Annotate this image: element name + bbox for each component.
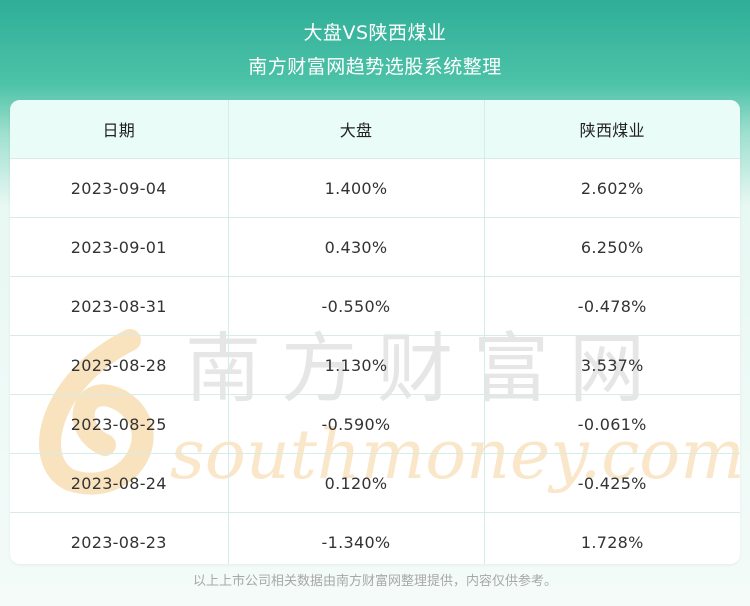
page-subtitle: 南方财富网趋势选股系统整理 bbox=[248, 56, 502, 78]
column-header-date: 日期 bbox=[10, 100, 229, 159]
table-row: 2023-08-24 0.120% -0.425% bbox=[10, 453, 740, 513]
cell-stock-change: 3.537% bbox=[484, 335, 740, 395]
column-header-stock: 陕西煤业 bbox=[484, 100, 740, 159]
cell-stock-change: -0.425% bbox=[484, 453, 740, 513]
disclaimer-footer: 以上上市公司相关数据由南方财富网整理提供，内容仅供参考。 bbox=[192, 574, 557, 589]
cell-market-change: -1.340% bbox=[228, 512, 485, 564]
cell-date: 2023-09-04 bbox=[10, 158, 229, 218]
cell-stock-change: 2.602% bbox=[484, 158, 740, 218]
table-row: 2023-08-31 -0.550% -0.478% bbox=[10, 276, 740, 336]
table-header-row: 日期 大盘 陕西煤业 bbox=[10, 100, 740, 159]
cell-market-change: 1.400% bbox=[228, 158, 485, 218]
table-row: 2023-08-25 -0.590% -0.061% bbox=[10, 394, 740, 454]
cell-stock-change: 6.250% bbox=[484, 217, 740, 277]
cell-date: 2023-08-24 bbox=[10, 453, 229, 513]
page-title: 大盘VS陕西煤业 bbox=[303, 22, 447, 44]
cell-date: 2023-08-25 bbox=[10, 394, 229, 454]
cell-date: 2023-09-01 bbox=[10, 217, 229, 277]
cell-market-change: -0.550% bbox=[228, 276, 485, 336]
cell-stock-change: -0.478% bbox=[484, 276, 740, 336]
page-header: 大盘VS陕西煤业 南方财富网趋势选股系统整理 bbox=[0, 0, 750, 100]
table-row: 2023-08-23 -1.340% 1.728% bbox=[10, 512, 740, 564]
cell-market-change: -0.590% bbox=[228, 394, 485, 454]
cell-date: 2023-08-23 bbox=[10, 512, 229, 564]
cell-date: 2023-08-31 bbox=[10, 276, 229, 336]
comparison-table-card: 南方财富网 southmoney.com 日期 大盘 陕西煤业 2023-09-… bbox=[10, 100, 740, 564]
table-row: 2023-09-01 0.430% 6.250% bbox=[10, 217, 740, 277]
comparison-table: 日期 大盘 陕西煤业 2023-09-04 1.400% 2.602% 2023… bbox=[10, 100, 740, 564]
table-row: 2023-08-28 1.130% 3.537% bbox=[10, 335, 740, 395]
column-header-market: 大盘 bbox=[228, 100, 485, 159]
cell-market-change: 1.130% bbox=[228, 335, 485, 395]
cell-market-change: 0.120% bbox=[228, 453, 485, 513]
table-row: 2023-09-04 1.400% 2.602% bbox=[10, 158, 740, 218]
cell-date: 2023-08-28 bbox=[10, 335, 229, 395]
cell-stock-change: 1.728% bbox=[580, 532, 644, 552]
cell-stock-change: -0.061% bbox=[484, 394, 740, 454]
cell-market-change: 0.430% bbox=[228, 217, 485, 277]
